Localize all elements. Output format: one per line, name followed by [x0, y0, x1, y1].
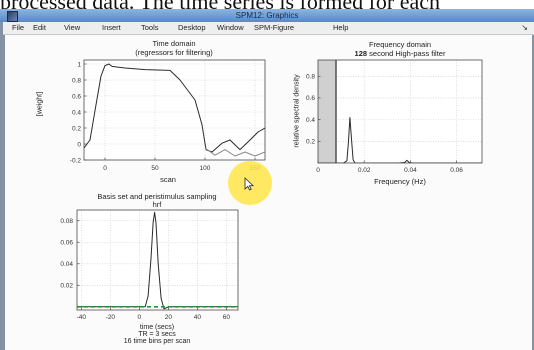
y-tick-label: 0.6 [72, 93, 81, 100]
chevron-down-icon[interactable]: ↘ [521, 23, 528, 32]
y-tick-label: -0.2 [70, 157, 82, 164]
y-tick-label: 0.8 [72, 77, 81, 84]
menu-desktop[interactable]: Desktop [178, 23, 206, 32]
matlab-figure-icon [7, 11, 18, 22]
x-tick-label: 0.04 [404, 167, 417, 174]
frequency-domain-ylabel: relative spectral density [293, 74, 301, 148]
y-tick-label: 0.06 [60, 240, 73, 247]
time-domain-plot: 050100150-0.200.20.40.60.81 [70, 59, 266, 172]
time-domain-ylabel: [weight] [36, 91, 44, 117]
x-tick-label: 60 [223, 314, 231, 321]
frequency-domain-xlabel: Frequency (Hz) [374, 177, 426, 186]
y-tick-label: 0.6 [306, 95, 315, 102]
series-line-2 [204, 147, 265, 157]
x-tick-label: -40 [77, 314, 87, 321]
y-tick-label: 0.2 [72, 125, 81, 132]
y-tick-label: 0.8 [306, 74, 315, 81]
mouse-pointer-icon [244, 177, 254, 191]
series-line-1 [84, 63, 265, 153]
x-tick-label: -20 [106, 314, 116, 321]
menu-help[interactable]: Help [333, 23, 349, 32]
frequency-domain-plot: 0 0.02 0.04 0.06 0.2 0.4 0.6 0.8 [306, 59, 483, 174]
x-tick-label: 0 [103, 165, 107, 172]
x-tick-label: 20 [165, 314, 173, 321]
axes-box [317, 59, 483, 164]
x-tick-label: 0.02 [358, 167, 371, 174]
y-tick-label: 0.4 [306, 117, 315, 124]
x-tick-label: 50 [151, 165, 159, 172]
basis-set-xlabel-time: time (secs) [139, 324, 175, 331]
series-line-1 [77, 211, 238, 310]
basis-set-plot: -40 -20 0 20 40 60 0.02 0.04 0.06 0.08 [60, 209, 239, 321]
x-tick-label: 0 [316, 167, 320, 174]
menu-insert[interactable]: Insert [102, 23, 121, 32]
frequency-domain-title: Frequency domain [368, 40, 432, 49]
menu-bar: File Edit View Insert Tools Desktop Wind… [3, 22, 534, 35]
basis-set-subtitle: hrf [152, 200, 162, 209]
frequency-domain-subtitle: 128 second High-pass filter [355, 49, 446, 58]
axes-box [83, 59, 266, 161]
highpass-period: 128 [354, 49, 368, 58]
axes-background [84, 60, 265, 160]
x-tick-label: 40 [194, 314, 202, 321]
basis-set-xlabel-tr: TR = 3 secs [138, 331, 176, 338]
x-tick-label: 0.06 [450, 167, 463, 174]
y-tick-label: 0.04 [60, 261, 73, 268]
y-tick-label: 1 [77, 61, 81, 68]
y-tick-label: 0.02 [60, 283, 73, 290]
basis-set-xlabel-bins: 16 time bins per scan [123, 338, 191, 345]
menu-edit[interactable]: Edit [33, 23, 46, 32]
y-tick-label: 0.08 [60, 218, 73, 225]
time-domain-subtitle: (regressors for filtering) [135, 48, 213, 57]
time-domain-xlabel: scan [160, 175, 176, 184]
highpass-label: second High-pass filter [369, 49, 446, 58]
menu-view[interactable]: View [64, 23, 81, 32]
stopband-shade [318, 60, 337, 163]
y-tick-label: 0.2 [306, 139, 315, 146]
x-tick-label: 100 [200, 165, 211, 172]
title-bar[interactable]: SPM12: Graphics [0, 9, 534, 22]
x-tick-label: 0 [138, 314, 142, 321]
y-tick-label: 0.4 [72, 109, 81, 116]
menu-spm-figure[interactable]: SPM-Figure [254, 23, 295, 32]
menu-file[interactable]: File [12, 23, 25, 32]
time-domain-title: Time domain [152, 39, 196, 48]
axes-box [76, 209, 239, 311]
menu-tools[interactable]: Tools [141, 23, 159, 32]
menu-window[interactable]: Window [217, 23, 244, 32]
window-title: SPM12: Graphics [235, 11, 299, 20]
basis-set-title: Basis set and peristimulus sampling [97, 192, 217, 201]
axes-background [318, 60, 482, 163]
y-tick-label: 0 [77, 141, 81, 148]
